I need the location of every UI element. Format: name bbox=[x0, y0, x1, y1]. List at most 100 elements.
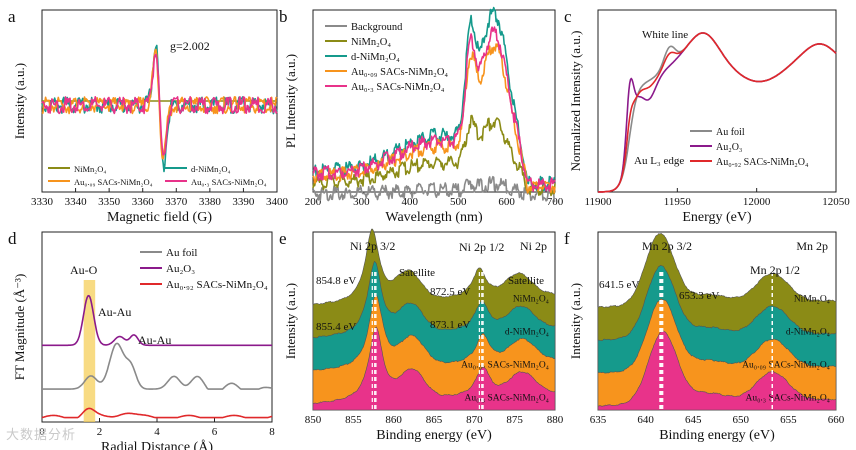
x-tick-label: 870 bbox=[466, 414, 483, 426]
g-value-annotation: g=2.002 bbox=[170, 39, 210, 53]
au-au-annotation: Au-Au bbox=[98, 305, 131, 319]
panel-f: f 635 640 645 650 655 660 Binding energy (eV) In… bbox=[564, 229, 845, 443]
x-tick-label: 11900 bbox=[584, 196, 612, 208]
x-tick-label: 11950 bbox=[664, 196, 692, 208]
x-tick-label: 3370 bbox=[165, 196, 188, 208]
x-tick-label: 200 bbox=[305, 196, 322, 208]
x-tick-label: 400 bbox=[402, 196, 419, 208]
panel-title: Ni 2p bbox=[520, 239, 547, 253]
peak-annotation: 641.5 eV bbox=[599, 279, 639, 291]
x-tick-label: 500 bbox=[450, 196, 467, 208]
x-tick-label: 655 bbox=[780, 414, 797, 426]
series-label: Au₀.₃ SACs-NiMn₂O₄ bbox=[464, 393, 549, 403]
peak-annotation: Ni 2p 1/2 bbox=[459, 240, 504, 254]
series-area bbox=[597, 330, 837, 411]
panel-label-e: e bbox=[279, 229, 287, 248]
legend-label: NiMn₂O₄ bbox=[351, 37, 391, 48]
panel-label-b: b bbox=[279, 7, 288, 26]
y-axis-title: PL Intensity (a.u.) bbox=[283, 54, 298, 148]
au-o-annotation: Au-O bbox=[70, 263, 98, 277]
peak-annotation: 854.8 eV bbox=[316, 275, 356, 287]
x-tick-label: 855 bbox=[345, 414, 362, 426]
series-line bbox=[41, 53, 278, 156]
x-tick-label: 865 bbox=[426, 414, 443, 426]
x-axis-title: Radial Distance (Å) bbox=[101, 439, 213, 450]
panel-label-d: d bbox=[8, 229, 17, 248]
legend-label: Au₂O₃ bbox=[716, 142, 742, 153]
x-tick-label: 3400 bbox=[266, 196, 289, 208]
x-tick-label: 600 bbox=[498, 196, 515, 208]
plot-frame bbox=[597, 9, 837, 193]
legend-label: Au foil bbox=[166, 247, 197, 259]
x-tick-label: 635 bbox=[590, 414, 607, 426]
x-tick-label: 660 bbox=[828, 414, 845, 426]
series-line bbox=[312, 26, 556, 192]
panel-title: Mn 2p bbox=[796, 239, 828, 253]
x-tick-label: 12000 bbox=[743, 196, 771, 208]
series-line bbox=[41, 407, 273, 419]
legend-label: Au₀.₉₂ SACs-NiMn₂O₄ bbox=[166, 279, 268, 291]
x-tick-label: 3330 bbox=[31, 196, 54, 208]
white-line-annotation: White line bbox=[642, 29, 688, 41]
x-axis-title: Binding energy (eV) bbox=[376, 428, 492, 443]
legend-label: d-NiMn₂O₄ bbox=[351, 52, 400, 63]
panel-c: c 11900 11950 12000 12050 Energy (eV) Normaliz… bbox=[564, 7, 850, 225]
x-tick-label: 12050 bbox=[822, 196, 850, 208]
peak-annotation: Mn 2p 3/2 bbox=[642, 239, 692, 253]
peak-annotation: 855.4 eV bbox=[316, 321, 356, 333]
series-label: Au₀.₀₉ SACs-NiMn₂O₄ bbox=[461, 360, 549, 370]
y-axis-title: Intensity (a.u.) bbox=[12, 63, 27, 139]
au-au-annotation: Au-Au bbox=[138, 333, 171, 347]
panel-e: e 850 855 860 865 870 875 880 Binding energy (eV… bbox=[279, 228, 564, 443]
legend-label: Au₀.₃ SACs-NiMn₂O₄ bbox=[191, 177, 267, 187]
legend-label: Au foil bbox=[716, 127, 745, 138]
y-axis-title: Normalized Intensity (a.u.) bbox=[568, 31, 583, 172]
series-label: NiMn₂O₄ bbox=[794, 295, 830, 305]
peak-annotation: Satellite bbox=[399, 267, 435, 279]
x-tick-label: 8 bbox=[269, 426, 275, 438]
peak-annotation: 872.5 eV bbox=[430, 286, 470, 298]
panel-label-a: a bbox=[8, 7, 16, 26]
panel-d: d 0 2 4 6 8 Radial Distance (Å) FT Magnitude (Å… bbox=[8, 229, 275, 450]
x-tick-label: 300 bbox=[353, 196, 370, 208]
x-tick-label: 0 bbox=[39, 426, 45, 438]
peak-annotation: Ni 2p 3/2 bbox=[350, 239, 395, 253]
legend-label: Au₀.₃ SACs-NiMn₂O₄ bbox=[351, 82, 445, 93]
x-tick-label: 640 bbox=[637, 414, 654, 426]
series-area bbox=[312, 326, 556, 411]
x-tick-label: 3360 bbox=[132, 196, 155, 208]
series-line bbox=[597, 32, 837, 193]
x-tick-label: 650 bbox=[733, 414, 750, 426]
legend-label: Background bbox=[351, 22, 403, 33]
x-tick-label: 850 bbox=[305, 414, 322, 426]
edge-annotation: Au L₃ edge bbox=[634, 155, 684, 167]
panel-label-c: c bbox=[564, 7, 572, 26]
series-label: d-NiMn₂O₄ bbox=[786, 328, 830, 338]
x-tick-label: 6 bbox=[212, 426, 218, 438]
watermark: 大数据分析 bbox=[6, 427, 77, 442]
y-axis-title: Intensity (a.u.) bbox=[568, 283, 583, 359]
x-tick-label: 880 bbox=[547, 414, 564, 426]
au-o-highlight bbox=[83, 280, 96, 422]
series-line bbox=[42, 294, 272, 347]
series-label: Au₀.₃ SACs-NiMn₂O₄ bbox=[745, 393, 830, 403]
x-tick-label: 860 bbox=[385, 414, 402, 426]
panel-label-f: f bbox=[564, 229, 570, 248]
x-axis-title: Binding energy (eV) bbox=[659, 428, 775, 443]
series-line bbox=[597, 32, 837, 193]
panel-a: a 3330 3340 3350 3360 3370 3380 3390 3400 Magneti… bbox=[8, 7, 289, 225]
x-tick-label: 645 bbox=[685, 414, 702, 426]
series-line bbox=[312, 114, 556, 197]
peak-annotation: 873.1 eV bbox=[430, 319, 470, 331]
x-axis-title: Wavelength (nm) bbox=[385, 210, 483, 225]
x-tick-label: 700 bbox=[547, 196, 564, 208]
x-tick-label: 4 bbox=[154, 426, 160, 438]
peak-annotation: Mn 2p 1/2 bbox=[750, 263, 800, 277]
legend-label: Au₀.₀₉ SACs-NiMn₂O₄ bbox=[351, 67, 448, 78]
plot-frame bbox=[41, 231, 273, 423]
peak-annotation: Satellite bbox=[508, 275, 544, 287]
x-axis-title: Energy (eV) bbox=[682, 210, 752, 225]
y-axis-title: FT Magnitude (Å⁻³) bbox=[12, 274, 27, 381]
x-tick-label: 3390 bbox=[232, 196, 255, 208]
